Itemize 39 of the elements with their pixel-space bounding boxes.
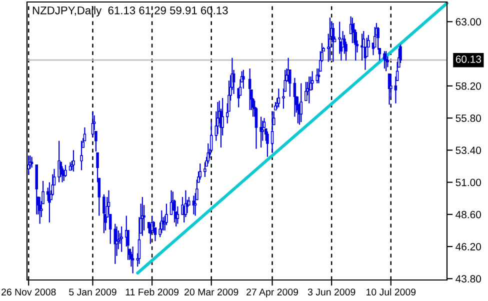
ref-line-label: 60.13 xyxy=(456,56,482,63)
candlestick xyxy=(351,17,354,44)
candlestick xyxy=(384,50,388,72)
candlestick xyxy=(72,150,75,172)
candlestick xyxy=(91,110,94,138)
candlestick xyxy=(102,194,106,234)
candlestick xyxy=(27,154,30,175)
y-tick-label: 53.40 xyxy=(456,146,481,154)
candlestick xyxy=(80,140,83,171)
candlestick xyxy=(383,50,386,70)
candlestick xyxy=(328,17,332,62)
x-tick-label: 26 Nov 2008 xyxy=(2,288,56,296)
y-tick-label: 63.00 xyxy=(456,18,481,26)
x-tick-label: 11 Feb 2009 xyxy=(126,288,179,296)
candlestick xyxy=(58,140,60,183)
y-tick-label: 43.80 xyxy=(456,275,481,283)
y-tick-label: 48.60 xyxy=(456,210,481,218)
x-tick-label: 27 Apr 2009 xyxy=(246,288,298,298)
candlestick xyxy=(399,44,402,64)
y-tick-label: 55.80 xyxy=(456,114,481,122)
candlestick xyxy=(260,116,262,148)
chart-title: NZDJPY,Daily 61.13 61.29 59.91 60.13 xyxy=(32,6,228,17)
candlestick xyxy=(204,162,206,178)
y-tick-label: 51.00 xyxy=(456,178,481,186)
x-tick-label: 3 Jun 2009 xyxy=(308,288,356,296)
candlestick xyxy=(131,246,134,274)
x-tick-label: 10 Jul 2009 xyxy=(366,288,416,296)
y-tick-label: 58.20 xyxy=(456,82,481,90)
candlestick xyxy=(120,226,123,252)
candlestick xyxy=(398,48,400,68)
candlestick xyxy=(194,192,197,216)
candlestick xyxy=(266,130,269,158)
x-tick-label: 20 Mar 2009 xyxy=(184,288,238,296)
candlestick xyxy=(198,163,202,180)
candlestick xyxy=(300,82,303,123)
candlestick xyxy=(376,26,380,50)
x-tick-label: 5 Jan 2009 xyxy=(69,288,116,296)
candlestick xyxy=(277,88,280,108)
y-tick-label: 46.20 xyxy=(456,243,481,250)
